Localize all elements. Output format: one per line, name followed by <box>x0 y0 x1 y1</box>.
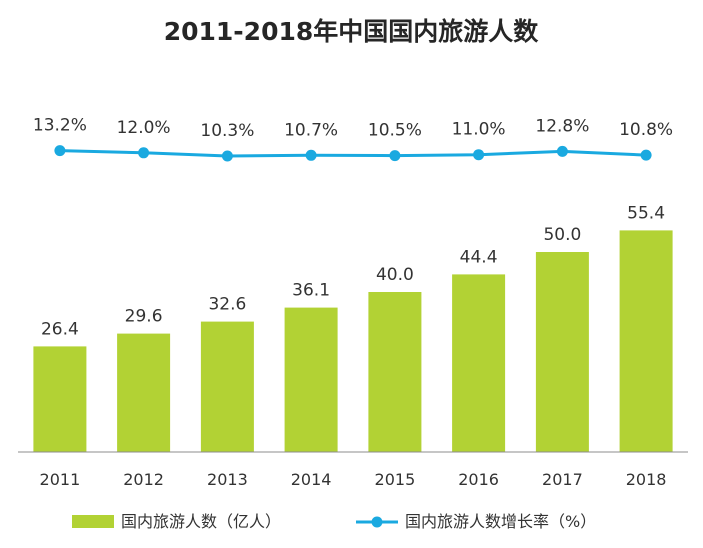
growth-point-2011 <box>54 145 66 157</box>
bar-value-label-2018: 55.4 <box>627 203 665 223</box>
legend-line-label: 国内旅游人数增长率（%） <box>405 512 596 531</box>
growth-label-2016: 11.0% <box>452 120 506 140</box>
x-tick-2018: 2018 <box>626 470 667 489</box>
growth-label-2011: 13.2% <box>33 116 87 136</box>
growth-rate-line <box>59 149 647 158</box>
x-tick-2015: 2015 <box>375 470 416 489</box>
growth-point-2017 <box>556 145 568 157</box>
growth-label-2014: 10.7% <box>284 120 338 140</box>
bar-2014 <box>284 307 338 452</box>
growth-point-2012 <box>138 147 150 159</box>
bar-value-label-2015: 40.0 <box>376 265 414 285</box>
growth-point-2016 <box>473 149 485 161</box>
bar-value-label-2012: 29.6 <box>125 307 163 327</box>
growth-point-2014 <box>305 149 317 161</box>
x-tick-2012: 2012 <box>123 470 164 489</box>
bar-2012 <box>117 333 171 452</box>
chart-title: 2011-2018年中国国内旅游人数 <box>164 17 540 46</box>
x-tick-2011: 2011 <box>40 470 81 489</box>
x-tick-layer: 2011 2012 2013 2014 2015 2016 2017 2018 <box>40 470 667 489</box>
bar-value-label-2013: 32.6 <box>208 295 246 315</box>
bar-value-label-2014: 36.1 <box>292 281 330 301</box>
x-tick-2017: 2017 <box>542 470 583 489</box>
legend-bar-swatch <box>72 515 114 528</box>
bar-value-label-2017: 50.0 <box>543 225 581 245</box>
growth-label-2018: 10.8% <box>619 120 673 140</box>
growth-label-2013: 10.3% <box>200 121 254 141</box>
growth-point-2018 <box>640 149 652 161</box>
bar-2016 <box>452 274 506 452</box>
growth-label-2017: 12.8% <box>535 116 589 136</box>
bars-layer: 26.4 29.6 32.6 36.1 40.0 44.4 50.0 55.4 <box>33 203 673 452</box>
bar-2013 <box>200 321 254 452</box>
bar-2015 <box>368 292 422 452</box>
bar-2018 <box>619 230 673 452</box>
growth-label-2015: 10.5% <box>368 121 422 141</box>
x-tick-2016: 2016 <box>458 470 499 489</box>
legend-line-marker <box>371 516 383 528</box>
bar-value-label-2016: 44.4 <box>460 247 498 267</box>
bar-2011 <box>33 346 87 452</box>
bar-2017 <box>535 252 589 452</box>
growth-point-2013 <box>221 150 233 162</box>
x-tick-2014: 2014 <box>291 470 332 489</box>
growth-point-2015 <box>389 150 401 162</box>
legend-bar-label: 国内旅游人数（亿人） <box>121 512 281 531</box>
growth-line-layer: 13.2% 12.0% 10.3% 10.7% 10.5% 11.0% 12.8% 10.8% <box>33 116 673 162</box>
legend: 国内旅游人数（亿人） 国内旅游人数增长率（%） <box>72 512 596 531</box>
bar-value-label-2011: 26.4 <box>41 319 79 339</box>
growth-label-2012: 12.0% <box>117 118 171 138</box>
x-tick-2013: 2013 <box>207 470 248 489</box>
